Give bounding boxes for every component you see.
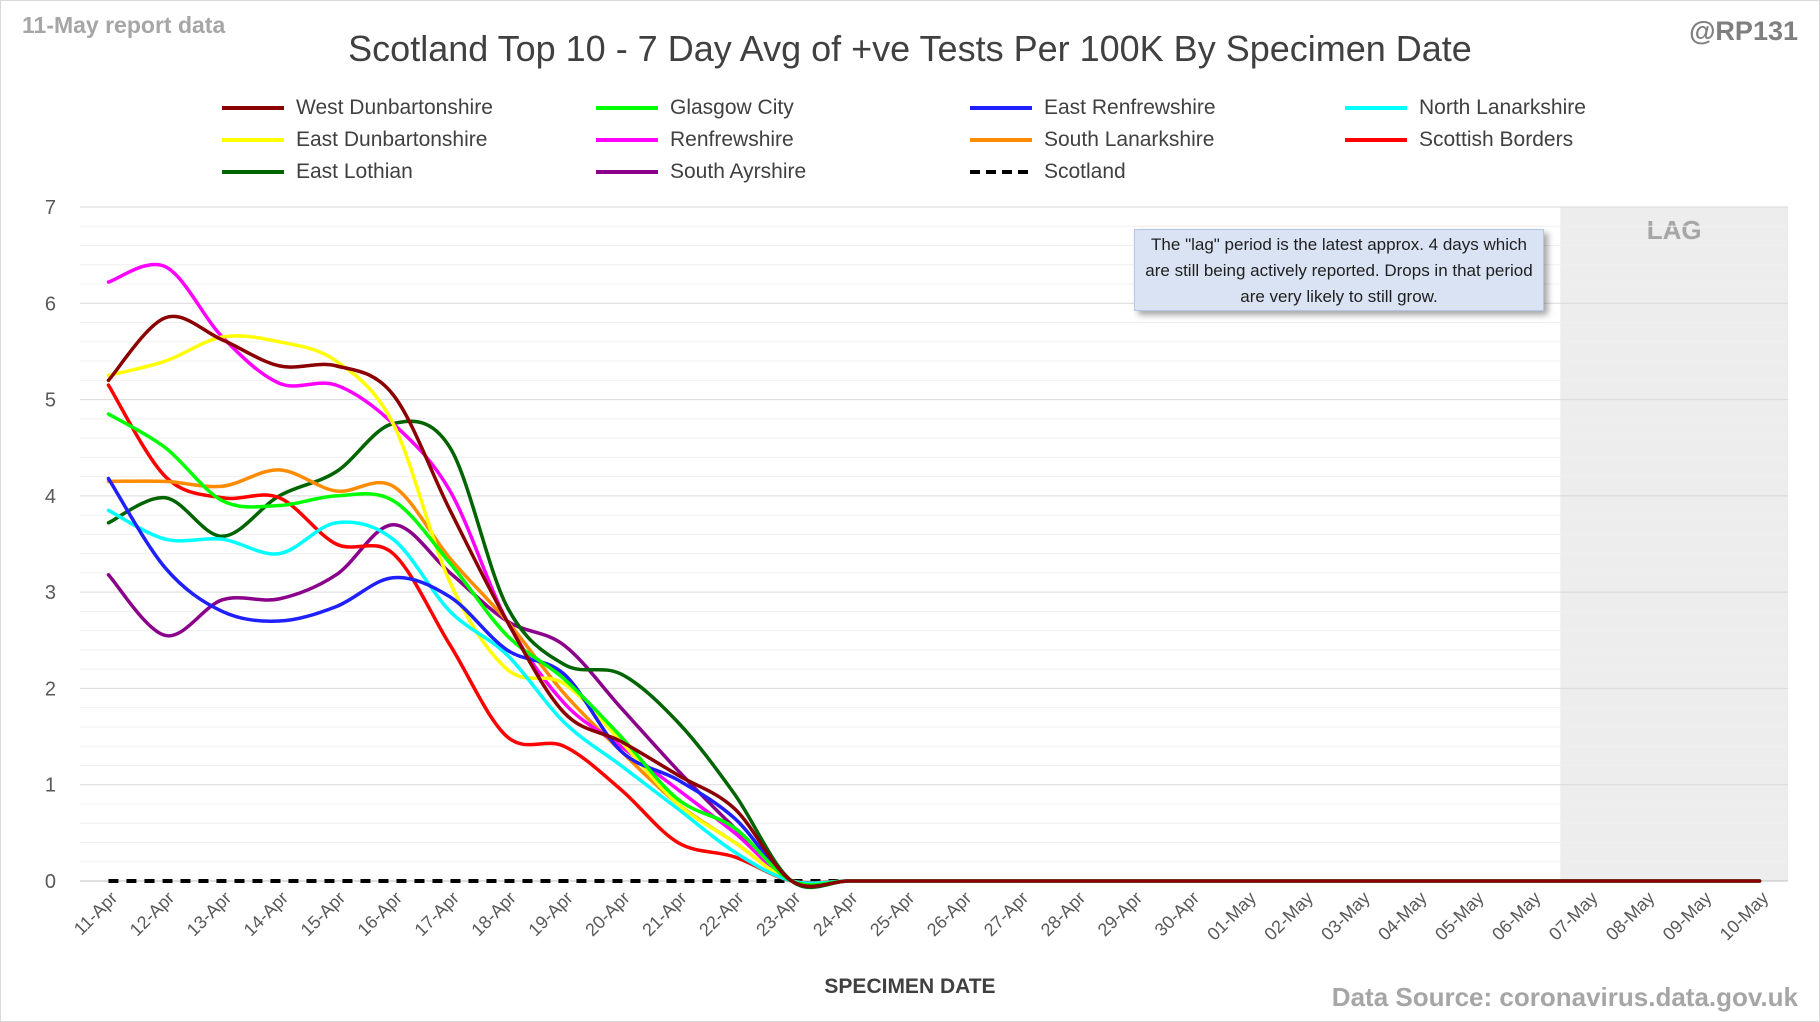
x-tick-label: 13-Apr	[183, 888, 235, 940]
x-tick-label: 10-May	[1716, 888, 1773, 945]
legend-swatch	[596, 138, 658, 142]
legend-label: North Lanarkshire	[1419, 96, 1586, 119]
lag-note: The "lag" period is the latest approx. 4…	[1134, 229, 1544, 311]
series-line-south-lanarkshire	[106, 468, 1762, 886]
x-tick-label: 20-Apr	[581, 888, 633, 940]
x-tick-label: 30-Apr	[1151, 888, 1203, 940]
x-tick-label: 12-Apr	[126, 888, 178, 940]
legend-item: Glasgow City	[592, 94, 794, 122]
x-tick-label: 19-Apr	[524, 888, 576, 940]
x-tick-label: 02-May	[1260, 888, 1317, 945]
series-line-east-renfrewshire	[106, 476, 1762, 888]
x-tick-label: 03-May	[1317, 888, 1374, 945]
x-tick-label: 01-May	[1203, 888, 1260, 945]
y-tick-label: 6	[45, 293, 56, 315]
legend-swatch	[1345, 138, 1407, 142]
legend-item: Scotland	[966, 158, 1126, 186]
x-tick-label: 21-Apr	[638, 888, 690, 940]
y-tick-label: 0	[45, 871, 56, 893]
legend-swatch	[222, 170, 284, 174]
x-tick-label: 09-May	[1659, 888, 1716, 945]
report-date-label: 11-May report data	[22, 12, 226, 38]
x-tick-label: 11-Apr	[70, 888, 121, 939]
legend-swatch	[596, 106, 658, 110]
legend-label: South Lanarkshire	[1044, 128, 1215, 151]
y-tick-label: 3	[45, 582, 56, 604]
legend-label: Scottish Borders	[1419, 128, 1574, 151]
x-tick-label: 05-May	[1431, 888, 1488, 945]
legend-item: East Renfrewshire	[966, 94, 1216, 122]
legend-label: Renfrewshire	[670, 128, 794, 151]
legend-swatch	[222, 138, 284, 142]
series-line-west-dunbartonshire	[106, 314, 1762, 889]
x-tick-label: 23-Apr	[752, 888, 804, 940]
y-tick-label: 4	[45, 486, 56, 508]
x-tick-label: 14-Apr	[240, 888, 292, 940]
y-tick-label: 2	[45, 678, 56, 700]
legend-label: West Dunbartonshire	[296, 96, 493, 119]
series-line-east-dunbartonshire	[106, 334, 1762, 886]
legend-swatch	[1345, 106, 1407, 110]
series-line-renfrewshire	[106, 262, 1762, 887]
legend-item: North Lanarkshire	[1341, 94, 1586, 122]
chart-title: Scotland Top 10 - 7 Day Avg of +ve Tests…	[348, 28, 1472, 69]
legend-item: Scottish Borders	[1341, 126, 1573, 154]
legend-label: East Dunbartonshire	[296, 128, 488, 151]
x-tick-label: 27-Apr	[980, 888, 1032, 940]
legend-label: East Renfrewshire	[1044, 96, 1216, 119]
x-tick-label: 18-Apr	[467, 888, 519, 940]
legend-swatch	[596, 170, 658, 174]
x-tick-label: 17-Apr	[411, 888, 463, 940]
x-tick-label: 07-May	[1545, 888, 1602, 945]
x-tick-label: 25-Apr	[866, 888, 918, 940]
legend-label: Glasgow City	[670, 96, 794, 119]
legend-item: South Ayrshire	[592, 158, 806, 186]
x-tick-label: 28-Apr	[1037, 888, 1089, 940]
x-tick-label: 04-May	[1374, 888, 1431, 945]
legend-swatch	[222, 106, 284, 110]
lag-region	[1560, 207, 1788, 881]
x-tick-label: 26-Apr	[923, 888, 975, 940]
x-tick-label: 06-May	[1488, 888, 1545, 945]
x-tick-label: 08-May	[1602, 888, 1659, 945]
x-tick-label: 15-Apr	[297, 888, 349, 940]
y-tick-label: 1	[45, 775, 56, 797]
lag-label: LAG	[1647, 215, 1702, 245]
legend-item: West Dunbartonshire	[218, 94, 493, 122]
y-tick-label: 5	[45, 390, 56, 412]
author-handle: @RP131	[1689, 16, 1798, 46]
x-tick-label: 24-Apr	[809, 888, 861, 940]
x-tick-label: 16-Apr	[354, 888, 406, 940]
legend-label: South Ayrshire	[670, 160, 807, 183]
y-tick-label: 7	[45, 197, 56, 219]
legend-label: Scotland	[1044, 160, 1126, 183]
legend-label: East Lothian	[296, 160, 413, 183]
x-axis-label: SPECIMEN DATE	[824, 975, 996, 998]
legend-item: East Lothian	[218, 158, 413, 186]
x-tick-label: 29-Apr	[1094, 888, 1146, 940]
legend-item: East Dunbartonshire	[218, 126, 487, 154]
series-line-scottish-borders	[106, 383, 1762, 885]
legend-swatch	[970, 106, 1032, 110]
series-line-south-ayrshire	[106, 522, 1762, 887]
series-line-east-lothian	[106, 419, 1762, 890]
legend-swatch	[970, 170, 1032, 174]
legend-item: Renfrewshire	[592, 126, 794, 154]
x-tick-label: 22-Apr	[695, 888, 747, 940]
legend-swatch	[970, 138, 1032, 142]
data-source-label: Data Source: coronavirus.data.gov.uk	[1331, 982, 1798, 1012]
series-line-north-lanarkshire	[106, 508, 1762, 885]
legend-item: South Lanarkshire	[966, 126, 1214, 154]
